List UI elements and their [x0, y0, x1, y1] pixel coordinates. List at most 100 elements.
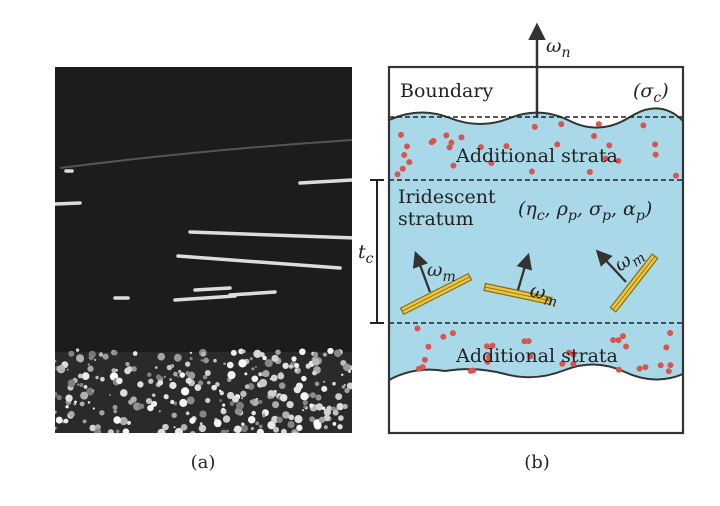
- speckle: [199, 422, 203, 426]
- particle: [640, 122, 647, 129]
- speckle: [189, 417, 196, 424]
- platelet-streak: [188, 230, 352, 240]
- math-token: m: [443, 269, 456, 285]
- math-token: ,: [611, 198, 623, 220]
- platelet-streak: [298, 178, 352, 185]
- speckle: [189, 351, 193, 355]
- speckle: [157, 428, 166, 433]
- stratum-label: Iridescent: [398, 186, 496, 208]
- math-token: ρ: [556, 198, 569, 220]
- math-token: p: [568, 208, 577, 224]
- speckle: [68, 410, 75, 418]
- stratum-params: (ηc, ρp, σp, αp): [518, 198, 652, 224]
- speckle: [63, 418, 69, 424]
- speckle: [150, 400, 158, 407]
- speckle: [310, 392, 316, 399]
- speckle: [221, 407, 225, 412]
- particle: [488, 160, 495, 167]
- speckle: [138, 403, 145, 410]
- particle: [449, 330, 456, 337]
- speckle: [152, 393, 156, 397]
- speckle: [173, 426, 176, 429]
- speckle: [253, 349, 262, 359]
- speckle: [107, 429, 115, 433]
- speckle: [282, 411, 290, 419]
- platelet-normal: [516, 252, 533, 291]
- speckle: [169, 378, 173, 381]
- math-token: α: [623, 198, 636, 220]
- speckle: [251, 375, 259, 383]
- speckle: [294, 415, 303, 424]
- speckle: [67, 379, 76, 388]
- speckle: [230, 349, 237, 356]
- particle: [397, 131, 404, 138]
- speckle: [341, 385, 346, 389]
- speckle: [309, 403, 314, 408]
- math-token: p: [602, 208, 611, 224]
- speckle: [271, 415, 279, 424]
- speckle: [100, 376, 105, 382]
- speckle: [198, 380, 204, 386]
- speckle: [213, 358, 217, 363]
- speckle: [300, 392, 309, 401]
- speckle: [55, 416, 63, 424]
- speckle: [82, 419, 87, 424]
- speckle: [342, 403, 348, 410]
- omega-n: ωn: [546, 35, 571, 61]
- speckle: [219, 390, 224, 396]
- bottom-interface: [388, 363, 684, 381]
- speckle: [145, 397, 152, 405]
- particle: [615, 366, 622, 373]
- speckle: [240, 424, 249, 433]
- particle: [667, 329, 674, 336]
- platelet: [483, 282, 553, 306]
- speckle: [270, 374, 278, 382]
- speckle: [347, 369, 351, 373]
- speckle: [148, 378, 154, 384]
- speckle: [220, 429, 228, 433]
- particle: [636, 365, 643, 372]
- speckle: [190, 430, 196, 433]
- speckle: [92, 407, 95, 410]
- speckle: [157, 380, 164, 386]
- speckle: [312, 370, 317, 376]
- particle: [443, 132, 450, 139]
- speckle: [280, 428, 287, 433]
- speckle: [73, 402, 77, 406]
- speckle: [180, 387, 190, 396]
- speckle: [264, 359, 273, 368]
- speckle: [92, 389, 95, 392]
- math-token: ω: [528, 279, 548, 304]
- speckle: [286, 401, 294, 409]
- speckle: [130, 396, 137, 403]
- speckle: [131, 366, 137, 372]
- speckle: [288, 364, 294, 369]
- math-token: p: [636, 208, 645, 224]
- particle: [623, 343, 630, 350]
- platelet-streak: [193, 286, 232, 292]
- particle: [667, 362, 674, 369]
- speckle: [94, 358, 97, 362]
- math-token: ): [644, 198, 652, 220]
- particle: [448, 139, 455, 146]
- math-token: (: [633, 80, 641, 102]
- speckle: [108, 393, 112, 397]
- platelet-streak: [173, 294, 237, 302]
- medium-fill: [389, 108, 683, 381]
- particle: [446, 144, 453, 151]
- speckle: [74, 400, 77, 404]
- particle: [586, 169, 593, 176]
- speckle: [323, 408, 332, 416]
- speckle: [299, 348, 306, 356]
- speckle: [204, 369, 211, 376]
- speckle: [147, 372, 152, 377]
- speckle: [333, 349, 342, 358]
- speckle: [244, 372, 248, 376]
- speckle: [132, 351, 138, 356]
- particle: [591, 132, 598, 139]
- speckle: [262, 355, 267, 361]
- math-token: c: [537, 208, 545, 224]
- speckle: [318, 416, 326, 424]
- speckle: [256, 428, 264, 433]
